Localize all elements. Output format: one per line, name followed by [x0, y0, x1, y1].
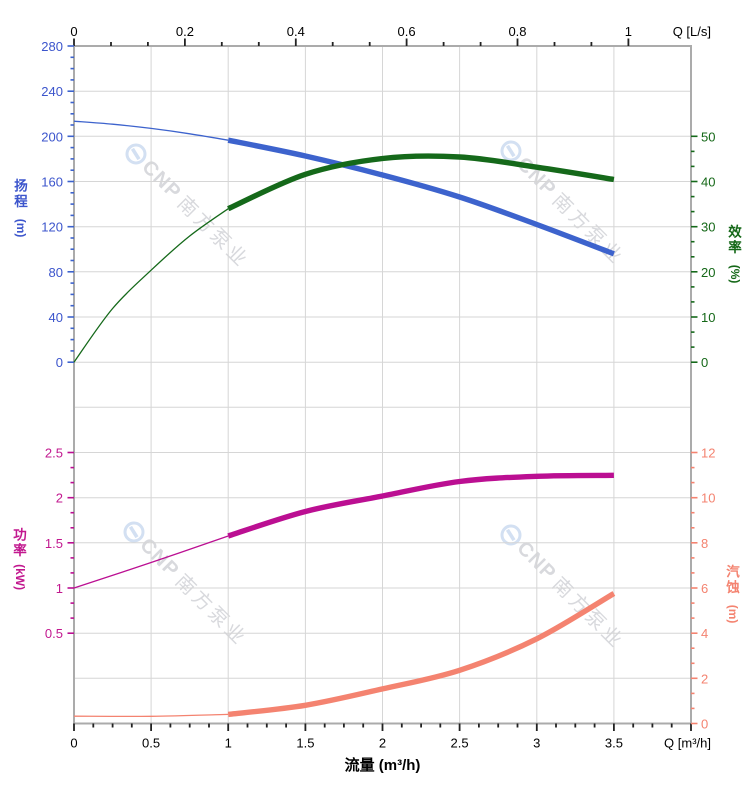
svg-text:汽: 汽 [726, 564, 740, 580]
svg-text:40: 40 [49, 310, 63, 325]
svg-text:率: 率 [728, 239, 742, 255]
svg-text:(%): (%) [728, 265, 742, 284]
svg-text:2: 2 [379, 736, 386, 751]
svg-text:功: 功 [13, 528, 27, 543]
svg-text:1.5: 1.5 [45, 536, 63, 551]
svg-text:扬: 扬 [14, 178, 28, 194]
svg-text:8: 8 [701, 536, 708, 551]
svg-text:0: 0 [56, 355, 63, 370]
svg-text:280: 280 [41, 39, 63, 54]
svg-text:Q [m³/h]: Q [m³/h] [664, 736, 711, 751]
svg-text:0.8: 0.8 [508, 24, 526, 39]
svg-text:2: 2 [56, 491, 63, 506]
svg-text:1: 1 [56, 581, 63, 596]
svg-text:0.6: 0.6 [398, 24, 416, 39]
svg-text:240: 240 [41, 84, 63, 99]
svg-text:0.2: 0.2 [176, 24, 194, 39]
svg-text:1: 1 [225, 736, 232, 751]
svg-text:0: 0 [70, 24, 77, 39]
svg-text:程: 程 [14, 194, 28, 209]
svg-text:50: 50 [701, 129, 715, 144]
svg-text:10: 10 [701, 491, 715, 506]
svg-text:蚀: 蚀 [725, 579, 740, 595]
svg-text:0: 0 [701, 355, 708, 370]
svg-text:20: 20 [701, 265, 715, 280]
svg-text:0.4: 0.4 [287, 24, 305, 39]
svg-text:2.5: 2.5 [451, 736, 469, 751]
svg-text:0.5: 0.5 [45, 626, 63, 641]
svg-text:3.5: 3.5 [605, 736, 623, 751]
svg-text:(kW): (kW) [13, 564, 27, 590]
svg-text:40: 40 [701, 175, 715, 190]
svg-text:3: 3 [533, 736, 540, 751]
svg-text:0.5: 0.5 [142, 736, 160, 751]
svg-text:200: 200 [41, 129, 63, 144]
svg-text:2.5: 2.5 [45, 446, 63, 461]
svg-text:30: 30 [701, 220, 715, 235]
svg-text:12: 12 [701, 446, 715, 461]
svg-text:80: 80 [49, 265, 63, 280]
svg-text:4: 4 [701, 626, 708, 641]
svg-text:160: 160 [41, 175, 63, 190]
svg-text:1.5: 1.5 [296, 736, 314, 751]
svg-text:Q [L/s]: Q [L/s] [673, 24, 711, 39]
svg-text:流量 (m³/h): 流量 (m³/h) [345, 756, 421, 774]
svg-text:0: 0 [70, 736, 77, 751]
svg-text:(m): (m) [726, 605, 740, 624]
svg-text:2: 2 [701, 671, 708, 686]
svg-text:6: 6 [701, 581, 708, 596]
svg-text:120: 120 [41, 220, 63, 235]
svg-text:0: 0 [701, 717, 708, 732]
svg-text:10: 10 [701, 310, 715, 325]
svg-text:(m): (m) [14, 219, 28, 238]
svg-text:效: 效 [728, 224, 742, 240]
svg-text:1: 1 [625, 24, 632, 39]
svg-text:率: 率 [13, 542, 27, 558]
